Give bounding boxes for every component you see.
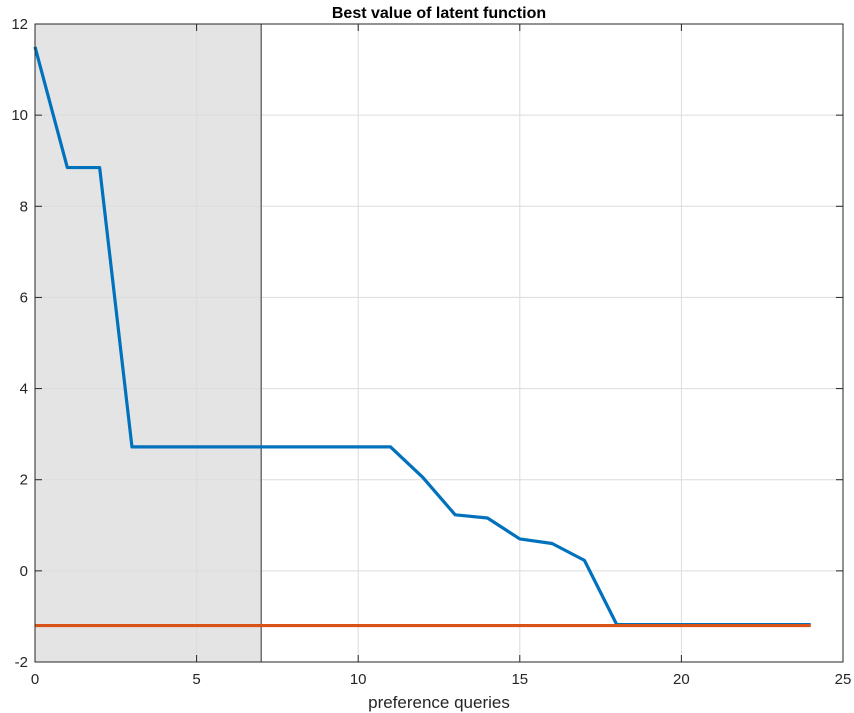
plot-frame: [34, 23, 844, 663]
shaded-region: [35, 24, 262, 662]
axis-ticks: [34, 23, 844, 663]
data-series: [33, 46, 811, 628]
y-tick-label: -2: [15, 654, 28, 671]
x-tick-label: 15: [511, 671, 528, 688]
chart-title: Best value of latent function: [332, 5, 546, 22]
y-tick-label: 12: [11, 16, 28, 33]
x-tick-label: 20: [673, 671, 690, 688]
x-tick-label: 0: [31, 671, 39, 688]
x-tick-label: 5: [192, 671, 200, 688]
y-tick-label: 6: [20, 289, 28, 306]
x-tick-label: 10: [350, 671, 367, 688]
y-tick-label: 0: [20, 563, 28, 580]
y-tick-label: 8: [20, 198, 28, 215]
y-tick-label: 2: [20, 472, 28, 489]
y-tick-label: 10: [11, 107, 28, 124]
y-tick-label: 4: [20, 381, 28, 398]
x-tick-label: 25: [835, 671, 852, 688]
x-axis-label: preference queries: [368, 693, 510, 712]
